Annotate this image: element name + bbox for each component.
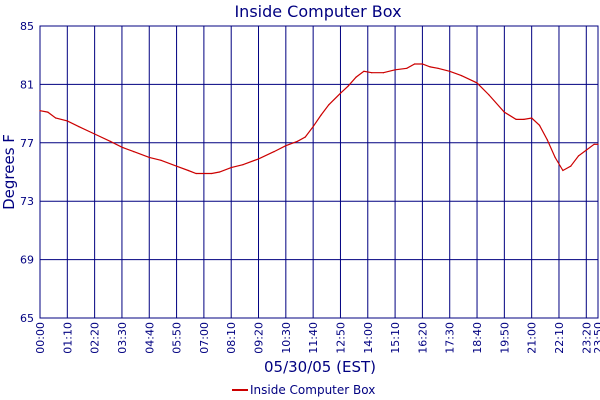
data-point — [429, 66, 431, 68]
legend: Inside Computer Box — [232, 383, 375, 397]
x-tick-label: 01:10 — [61, 322, 74, 354]
plot-frame — [39, 25, 599, 319]
data-point — [148, 156, 150, 158]
data-point — [593, 143, 595, 145]
data-point — [320, 114, 322, 116]
y-tick-label: 85 — [20, 20, 34, 33]
x-tick-label: 16:20 — [416, 322, 429, 354]
y-axis-ticks: 65 69 73 77 81 85 — [20, 20, 34, 325]
y-tick-label: 81 — [20, 78, 34, 91]
data-point — [355, 76, 357, 78]
data-point — [460, 75, 462, 77]
data-point — [230, 167, 232, 169]
data-point — [160, 159, 162, 161]
x-tick-label: 07:00 — [198, 322, 211, 354]
data-point — [585, 149, 587, 151]
data-point — [406, 67, 408, 69]
data-point — [531, 117, 533, 119]
x-tick-label: 08:10 — [225, 322, 238, 354]
data-point — [94, 133, 96, 135]
data-point — [328, 104, 330, 106]
series-line-0 — [39, 63, 598, 175]
data-point — [47, 111, 49, 113]
data-point — [476, 82, 478, 84]
x-tick-label: 15:10 — [389, 322, 402, 354]
data-point — [562, 169, 564, 172]
x-tick-label: 23:50 — [592, 322, 600, 354]
x-tick-label: 05:50 — [171, 322, 184, 354]
data-point — [515, 118, 517, 120]
data-point — [211, 172, 213, 175]
y-tick-label: 69 — [20, 254, 34, 267]
data-point — [382, 72, 384, 74]
chart-title: Inside Computer Box — [234, 2, 401, 21]
data-point — [449, 70, 451, 72]
data-point — [285, 145, 287, 147]
x-tick-label: 10:30 — [280, 322, 293, 354]
x-tick-label: 04:40 — [143, 322, 156, 354]
x-axis-label: 05/30/05 (EST) — [264, 358, 376, 376]
x-tick-label: 22:10 — [553, 322, 566, 354]
y-axis-label: Degrees F — [0, 134, 18, 210]
data-point — [503, 111, 505, 113]
data-point — [414, 63, 416, 65]
data-point — [523, 118, 525, 120]
data-point — [187, 169, 189, 172]
x-tick-label: 12:50 — [334, 322, 347, 354]
series-layer — [39, 63, 599, 175]
data-point — [133, 151, 135, 153]
data-point — [339, 92, 342, 94]
data-point — [176, 165, 178, 167]
x-tick-label: 23:20 — [580, 322, 593, 354]
data-point — [312, 126, 314, 128]
data-point — [577, 155, 580, 157]
x-tick-label: 00:00 — [34, 322, 47, 354]
y-tick-label: 77 — [20, 137, 34, 150]
data-point — [363, 70, 365, 72]
data-point — [421, 63, 423, 65]
data-point — [296, 140, 299, 142]
y-tick-label: 73 — [20, 195, 34, 208]
x-tick-label: 14:00 — [362, 322, 375, 354]
data-point — [554, 156, 556, 158]
data-point — [109, 140, 111, 142]
data-point — [257, 158, 260, 160]
data-point — [39, 110, 41, 112]
x-axis-ticks: 00:00 01:10 02:20 03:30 04:40 05:50 07:00 08:10… — [34, 322, 600, 354]
x-tick-label: 09:20 — [253, 322, 266, 354]
data-point — [394, 69, 396, 71]
data-point — [78, 126, 80, 128]
x-tick-label: 03:30 — [116, 322, 129, 354]
data-point — [55, 117, 57, 119]
data-point — [546, 139, 548, 141]
data-point — [273, 151, 275, 153]
data-point — [203, 172, 205, 175]
data-point — [570, 165, 572, 167]
data-point — [242, 164, 244, 166]
y-tick-label: 65 — [20, 312, 34, 325]
data-point — [488, 94, 490, 96]
data-point — [347, 85, 349, 87]
data-point — [218, 171, 221, 173]
x-tick-label: 21:00 — [526, 322, 539, 354]
x-tick-label: 17:30 — [444, 322, 457, 354]
grid — [39, 25, 599, 319]
x-tick-label: 18:40 — [471, 322, 484, 354]
legend-label: Inside Computer Box — [250, 383, 375, 397]
data-point — [437, 67, 439, 69]
data-point — [371, 72, 373, 74]
x-tick-label: 19:50 — [498, 322, 511, 354]
data-point — [597, 143, 599, 145]
data-point — [121, 146, 123, 148]
x-tick-label: 11:40 — [307, 322, 320, 354]
data-point — [66, 120, 68, 122]
data-point — [538, 124, 541, 126]
data-point — [304, 136, 306, 138]
data-point — [195, 172, 197, 175]
x-tick-label: 02:20 — [89, 322, 102, 354]
